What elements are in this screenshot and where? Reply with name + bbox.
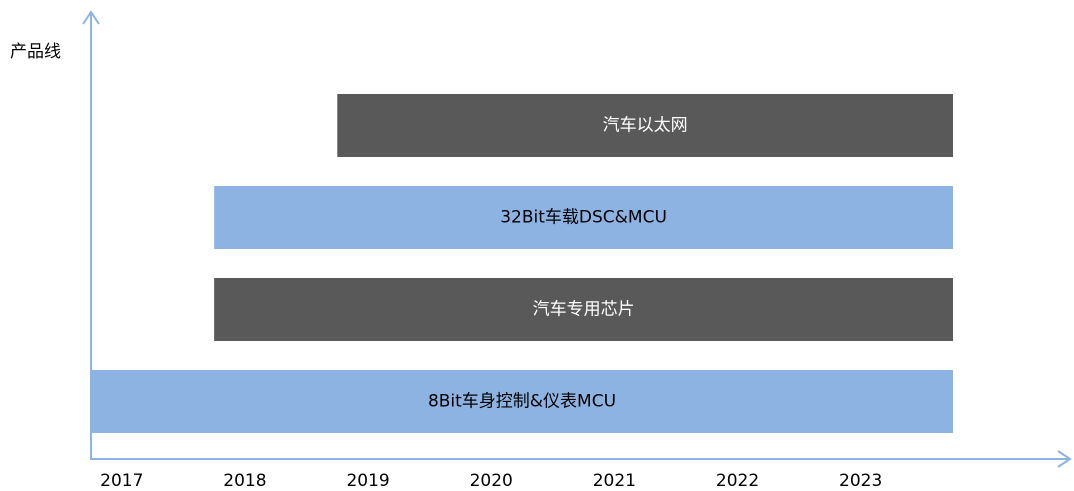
bar-label: 8Bit车身控制&仪表MCU bbox=[428, 392, 616, 412]
bar bbox=[91, 370, 954, 433]
bar bbox=[214, 186, 954, 249]
x-tick-label: 2020 bbox=[470, 471, 513, 491]
bar-label: 32Bit车载DSC&MCU bbox=[500, 208, 667, 228]
x-axis bbox=[91, 450, 1072, 468]
x-tick-label: 2022 bbox=[716, 471, 759, 491]
x-tick-label: 2017 bbox=[100, 471, 143, 491]
x-tick-label: 2019 bbox=[346, 471, 389, 491]
bar bbox=[214, 278, 954, 341]
x-tick-label: 2018 bbox=[223, 471, 266, 491]
x-tick-label: 2021 bbox=[593, 471, 636, 491]
bar-label: 汽车专用芯片 bbox=[533, 300, 635, 320]
bar-label: 汽车以太网 bbox=[603, 116, 688, 136]
x-tick-label: 2023 bbox=[839, 471, 882, 491]
y-axis-label: 产品线 bbox=[10, 42, 61, 62]
bar bbox=[337, 94, 954, 157]
